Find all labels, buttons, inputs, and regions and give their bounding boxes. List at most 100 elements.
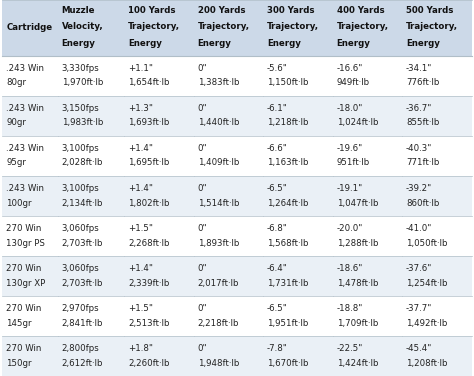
Text: 1,951ft·lb: 1,951ft·lb — [267, 318, 309, 327]
Text: Trajectory,: Trajectory, — [267, 22, 319, 31]
Text: 270 Win: 270 Win — [6, 264, 42, 273]
Bar — [333, 216, 402, 256]
Bar — [333, 0, 402, 56]
Text: Muzzle: Muzzle — [62, 6, 95, 15]
Text: 1,893ft·lb: 1,893ft·lb — [198, 238, 239, 247]
Bar — [263, 96, 333, 136]
Text: -41.0": -41.0" — [406, 224, 432, 233]
Text: Energy: Energy — [128, 39, 162, 48]
Text: Trajectory,: Trajectory, — [337, 22, 389, 31]
Text: 2,017ft·lb: 2,017ft·lb — [198, 279, 239, 288]
Text: 3,330fps: 3,330fps — [62, 64, 99, 73]
Text: 2,800fps: 2,800fps — [62, 344, 99, 353]
Bar — [124, 296, 194, 336]
Text: -34.1": -34.1" — [406, 64, 432, 73]
Text: 949ft·lb: 949ft·lb — [337, 78, 370, 87]
Text: 130gr PS: 130gr PS — [6, 238, 45, 247]
Text: 1,264ft·lb: 1,264ft·lb — [267, 199, 309, 208]
Text: -45.4": -45.4" — [406, 344, 432, 353]
Text: -6.6": -6.6" — [267, 144, 288, 153]
Text: 1,383ft·lb: 1,383ft·lb — [198, 78, 239, 87]
Text: Cartridge: Cartridge — [6, 23, 52, 32]
Text: 776ft·lb: 776ft·lb — [406, 78, 439, 87]
Bar — [194, 256, 263, 296]
Text: +1.3": +1.3" — [128, 104, 153, 113]
Bar — [124, 336, 194, 376]
Bar — [402, 56, 472, 96]
Bar — [194, 96, 263, 136]
Bar — [58, 0, 124, 56]
Text: Energy: Energy — [62, 39, 95, 48]
Text: 2,513ft·lb: 2,513ft·lb — [128, 318, 170, 327]
Bar — [263, 136, 333, 176]
Bar — [333, 56, 402, 96]
Text: 1,693ft·lb: 1,693ft·lb — [128, 118, 170, 127]
Text: 771ft·lb: 771ft·lb — [406, 158, 439, 167]
Text: -18.6": -18.6" — [337, 264, 363, 273]
Text: 1,983ft·lb: 1,983ft·lb — [62, 118, 103, 127]
Bar — [402, 0, 472, 56]
Text: -37.6": -37.6" — [406, 264, 432, 273]
Text: -40.3": -40.3" — [406, 144, 432, 153]
Text: 1,424ft·lb: 1,424ft·lb — [337, 359, 378, 368]
Text: 2,841ft·lb: 2,841ft·lb — [62, 318, 103, 327]
Text: 0": 0" — [198, 304, 207, 313]
Text: 1,970ft·lb: 1,970ft·lb — [62, 78, 103, 87]
Bar — [402, 336, 472, 376]
Text: +1.5": +1.5" — [128, 304, 153, 313]
Text: 0": 0" — [198, 104, 207, 113]
Text: 270 Win: 270 Win — [6, 344, 42, 353]
Text: .243 Win: .243 Win — [6, 104, 44, 113]
Bar — [2, 256, 58, 296]
Text: 1,150ft·lb: 1,150ft·lb — [267, 78, 309, 87]
Text: -6.1": -6.1" — [267, 104, 288, 113]
Text: -5.6": -5.6" — [267, 64, 288, 73]
Text: 860ft·lb: 860ft·lb — [406, 199, 439, 208]
Text: 1,218ft·lb: 1,218ft·lb — [267, 118, 309, 127]
Text: 0": 0" — [198, 224, 207, 233]
Text: 3,100fps: 3,100fps — [62, 184, 99, 193]
Text: -19.1": -19.1" — [337, 184, 363, 193]
Text: +1.4": +1.4" — [128, 264, 153, 273]
Bar — [263, 256, 333, 296]
Bar — [402, 96, 472, 136]
Bar — [2, 336, 58, 376]
Bar — [58, 336, 124, 376]
Bar — [263, 0, 333, 56]
Text: +1.1": +1.1" — [128, 64, 153, 73]
Text: -19.6": -19.6" — [337, 144, 363, 153]
Text: 2,339ft·lb: 2,339ft·lb — [128, 279, 170, 288]
Text: 500 Yards: 500 Yards — [406, 6, 453, 15]
Text: 150gr: 150gr — [6, 359, 32, 368]
Text: 1,163ft·lb: 1,163ft·lb — [267, 158, 309, 167]
Bar — [2, 0, 58, 56]
Bar — [194, 216, 263, 256]
Text: 1,409ft·lb: 1,409ft·lb — [198, 158, 239, 167]
Bar — [194, 296, 263, 336]
Text: .243 Win: .243 Win — [6, 144, 44, 153]
Text: 90gr: 90gr — [6, 118, 26, 127]
Text: -6.8": -6.8" — [267, 224, 288, 233]
Bar — [333, 176, 402, 216]
Bar — [333, 96, 402, 136]
Bar — [263, 336, 333, 376]
Text: 1,478ft·lb: 1,478ft·lb — [337, 279, 378, 288]
Bar — [402, 216, 472, 256]
Text: -6.4": -6.4" — [267, 264, 288, 273]
Bar — [333, 336, 402, 376]
Text: 0": 0" — [198, 144, 207, 153]
Text: -39.2": -39.2" — [406, 184, 432, 193]
Text: 2,260ft·lb: 2,260ft·lb — [128, 359, 170, 368]
Bar — [263, 56, 333, 96]
Bar — [402, 176, 472, 216]
Text: 3,060fps: 3,060fps — [62, 264, 99, 273]
Text: 2,268ft·lb: 2,268ft·lb — [128, 238, 170, 247]
Text: 1,695ft·lb: 1,695ft·lb — [128, 158, 170, 167]
Text: -18.8": -18.8" — [337, 304, 363, 313]
Text: 0": 0" — [198, 344, 207, 353]
Bar — [402, 136, 472, 176]
Text: 2,134ft·lb: 2,134ft·lb — [62, 199, 103, 208]
Bar — [194, 56, 263, 96]
Bar — [58, 96, 124, 136]
Text: 1,514ft·lb: 1,514ft·lb — [198, 199, 239, 208]
